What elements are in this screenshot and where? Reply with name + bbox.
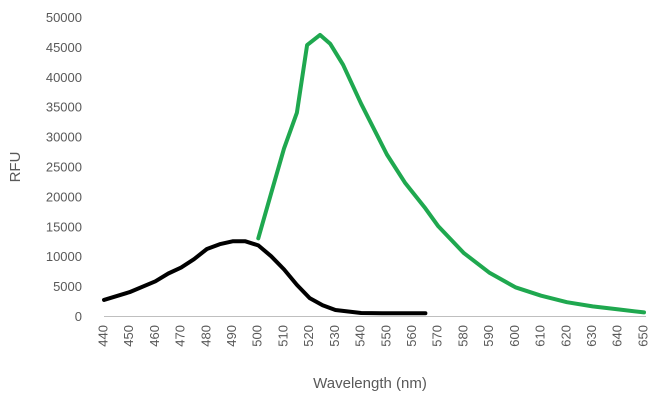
- x-tick-label: 650: [635, 325, 650, 347]
- y-axis-title: RFU: [7, 152, 24, 183]
- x-tick-label: 600: [507, 325, 522, 347]
- x-tick-labels: 440 450 460 470 480 490 500 510 520 530 540 550 560 5…: [95, 325, 650, 347]
- x-tick-label: 450: [121, 325, 136, 347]
- y-tick-label: 45000: [46, 40, 82, 55]
- x-tick-label: 620: [558, 325, 573, 347]
- x-tick-label: 520: [301, 325, 316, 347]
- y-tick-label: 35000: [46, 100, 82, 115]
- x-axis-title: Wavelength (nm): [313, 375, 427, 392]
- series-layer: [102, 32, 646, 316]
- y-tick-label: 40000: [46, 70, 82, 85]
- y-tick-label: 25000: [46, 160, 82, 175]
- y-tick-labels: 0 5000 10000 15000 20000 25000 30000 35000 40000…: [46, 10, 82, 324]
- y-tick-label: 30000: [46, 130, 82, 145]
- series-line-emission: [256, 32, 646, 315]
- x-tick-label: 630: [584, 325, 599, 347]
- x-tick-label: 550: [378, 325, 393, 347]
- x-tick-label: 640: [610, 325, 625, 347]
- x-tick-label: 470: [173, 325, 188, 347]
- y-tick-label: 50000: [46, 10, 82, 25]
- x-tick-label: 610: [533, 325, 548, 347]
- x-tick-label: 570: [430, 325, 445, 347]
- series-line-excitation: [102, 239, 428, 316]
- y-tick-label: 5000: [53, 279, 82, 294]
- x-tick-label: 480: [198, 325, 213, 347]
- y-tick-label: 10000: [46, 249, 82, 264]
- y-tick-label: 15000: [46, 219, 82, 234]
- x-tick-label: 580: [455, 325, 470, 347]
- x-tick-label: 500: [250, 325, 265, 347]
- x-tick-label: 530: [327, 325, 342, 347]
- x-tick-label: 560: [404, 325, 419, 347]
- x-tick-label: 440: [95, 325, 110, 347]
- x-tick-label: 590: [481, 325, 496, 347]
- y-tick-label: 0: [75, 309, 82, 324]
- x-tick-label: 510: [275, 325, 290, 347]
- y-tick-label: 20000: [46, 189, 82, 204]
- x-tick-label: 490: [224, 325, 239, 347]
- y-axis-title-group: RFU: [7, 152, 24, 183]
- x-tick-label: 460: [147, 325, 162, 347]
- x-tick-label: 540: [353, 325, 368, 347]
